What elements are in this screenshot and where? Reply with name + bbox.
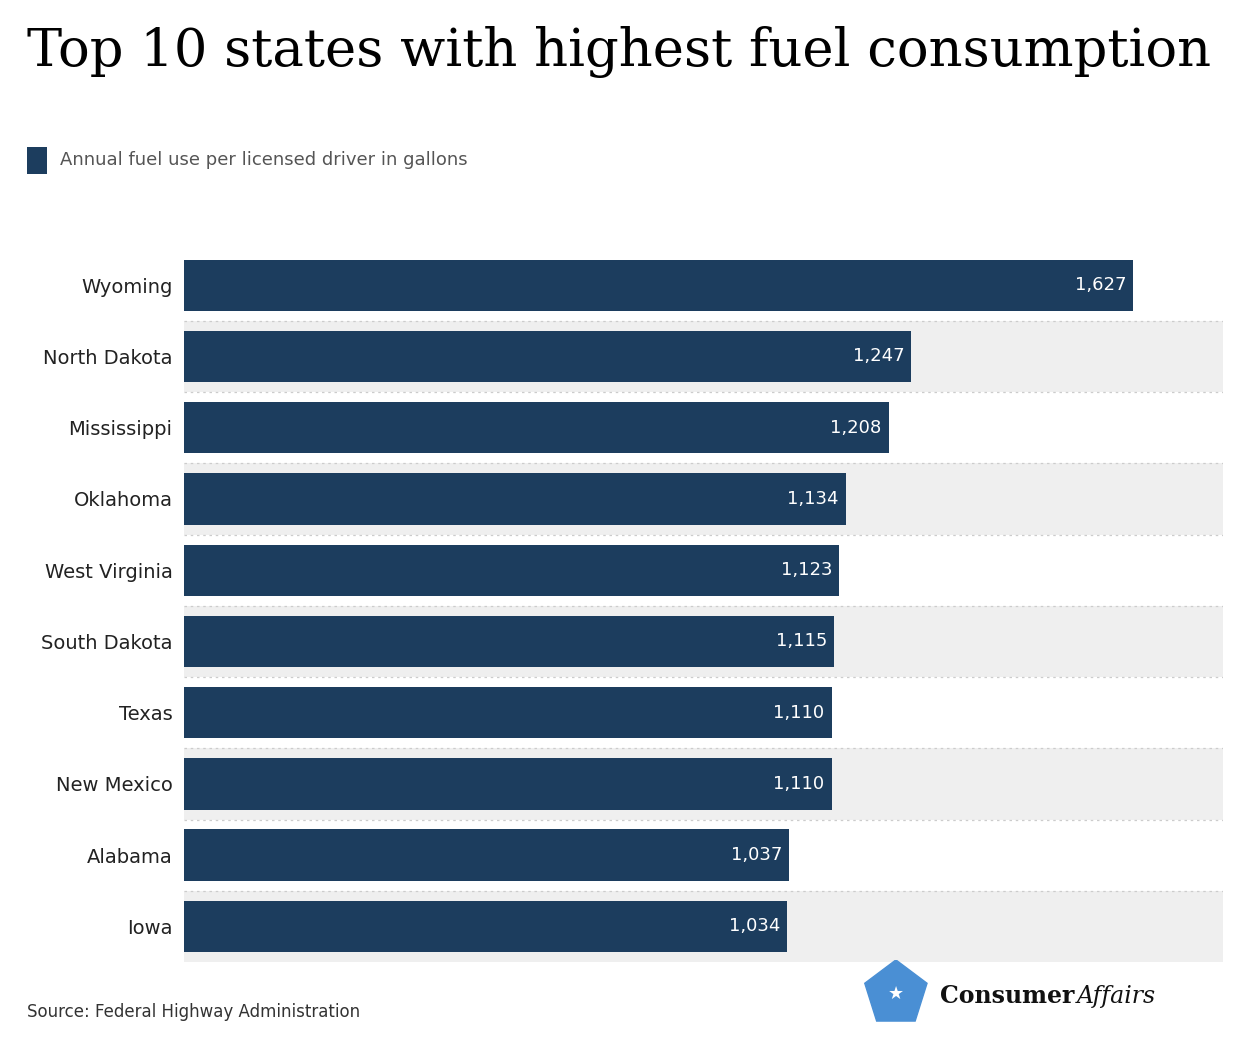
Bar bbox=[184, 260, 1133, 311]
Text: Source: Federal Highway Administration: Source: Federal Highway Administration bbox=[27, 1004, 361, 1021]
Text: 1,034: 1,034 bbox=[729, 917, 780, 935]
Text: 1,123: 1,123 bbox=[781, 562, 832, 579]
Text: 1,134: 1,134 bbox=[787, 490, 838, 508]
Text: 1,037: 1,037 bbox=[730, 847, 782, 864]
Text: Consumer: Consumer bbox=[940, 984, 1074, 1009]
Bar bbox=[184, 402, 889, 453]
Bar bbox=[184, 605, 1223, 677]
Bar bbox=[184, 392, 1223, 464]
Text: 1,115: 1,115 bbox=[776, 632, 827, 650]
Bar bbox=[184, 464, 1223, 535]
Text: 1,627: 1,627 bbox=[1075, 277, 1126, 294]
Bar bbox=[184, 758, 832, 809]
Bar bbox=[184, 616, 835, 667]
Text: 1,247: 1,247 bbox=[853, 347, 904, 365]
Bar bbox=[184, 250, 1223, 320]
Bar bbox=[184, 545, 839, 596]
Bar bbox=[184, 677, 1223, 749]
Bar bbox=[184, 890, 1223, 962]
Bar bbox=[184, 535, 1223, 605]
Polygon shape bbox=[864, 960, 928, 1021]
Text: Annual fuel use per licensed driver in gallons: Annual fuel use per licensed driver in g… bbox=[60, 151, 467, 170]
Bar bbox=[184, 473, 846, 524]
Bar bbox=[184, 331, 911, 382]
Text: Top 10 states with highest fuel consumption: Top 10 states with highest fuel consumpt… bbox=[27, 26, 1211, 78]
Text: ★: ★ bbox=[888, 985, 904, 1003]
Bar bbox=[184, 749, 1223, 820]
Bar bbox=[184, 687, 832, 738]
Text: 1,110: 1,110 bbox=[774, 704, 825, 722]
Text: 1,208: 1,208 bbox=[831, 419, 882, 437]
Text: 1,110: 1,110 bbox=[774, 775, 825, 792]
Text: Affairs: Affairs bbox=[1076, 985, 1156, 1008]
Bar bbox=[184, 830, 789, 881]
Bar bbox=[184, 901, 787, 952]
Bar bbox=[184, 320, 1223, 392]
Bar bbox=[184, 820, 1223, 890]
